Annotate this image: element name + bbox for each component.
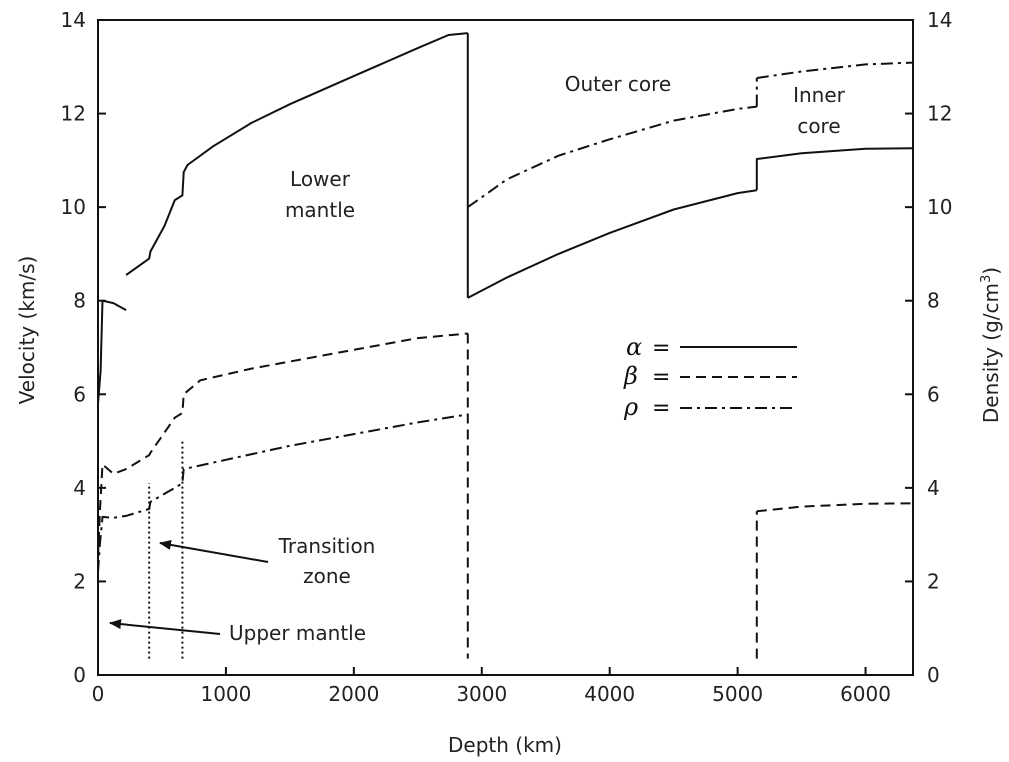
y-tick-label-right: 14 — [927, 8, 952, 32]
label-lower-mantle-line2: mantle — [285, 198, 355, 222]
legend-symbol-beta: β — [623, 362, 638, 390]
y-tick-label-left: 4 — [73, 476, 86, 500]
y-tick-label-right: 8 — [927, 289, 940, 313]
y-axis-title-right-main: Density (g/cm — [979, 283, 1003, 423]
y-tick-label-right: 6 — [927, 382, 940, 406]
label-transition-zone-line2: zone — [303, 564, 351, 588]
y-axis-title-left: Velocity (km/s) — [15, 256, 39, 405]
series-alpha-line — [467, 189, 757, 299]
legend-symbol-alpha: α — [626, 333, 642, 361]
y-axis-title-right-sup: 3 — [979, 275, 994, 283]
x-tick-label: 5000 — [712, 682, 763, 706]
y-tick-label-left: 2 — [73, 569, 86, 593]
legend-symbol-rho: ρ — [623, 393, 638, 421]
label-transition-zone-line1: Transition — [278, 534, 376, 558]
y-tick-label-right: 12 — [927, 102, 952, 126]
x-tick-label: 2000 — [328, 682, 379, 706]
legend: α = β = ρ = — [623, 333, 797, 421]
y-tick-label-right: 10 — [927, 195, 952, 219]
series-beta-line — [756, 502, 914, 513]
upper-mantle-arrow — [109, 619, 221, 635]
y-axis-title-right: Density (g/cm3) — [979, 267, 1003, 423]
label-outer-core: Outer core — [565, 72, 671, 96]
y-tick-label-left: 12 — [61, 102, 86, 126]
series-alpha-line — [97, 299, 127, 404]
legend-equals-alpha: = — [652, 336, 670, 361]
y-tick-label-right: 4 — [927, 476, 940, 500]
x-tick-label: 6000 — [840, 682, 891, 706]
x-tick-label: 0 — [92, 682, 105, 706]
series-rho-line — [467, 105, 757, 208]
series-layer — [97, 32, 914, 659]
legend-equals-beta: = — [652, 365, 670, 390]
y-tick-label-left: 10 — [61, 195, 86, 219]
y-tick-label-right: 0 — [927, 663, 940, 687]
x-tick-label: 1000 — [200, 682, 251, 706]
x-tick-label: 3000 — [456, 682, 507, 706]
label-inner-core-line1: Inner — [793, 83, 846, 107]
legend-equals-rho: = — [652, 396, 670, 421]
series-rho-line — [97, 413, 468, 573]
series-alpha-line — [125, 32, 468, 276]
label-inner-core-line2: core — [797, 114, 840, 138]
series-beta-line — [97, 332, 468, 559]
x-tick-label: 4000 — [584, 682, 635, 706]
transition-marker-layer — [148, 441, 184, 659]
y-tick-label-left: 6 — [73, 382, 86, 406]
y-tick-label-left: 8 — [73, 289, 86, 313]
label-upper-mantle: Upper mantle — [229, 621, 366, 645]
series-alpha-line — [755, 147, 914, 191]
series-rho-line — [756, 61, 914, 79]
y-tick-label-left: 14 — [61, 8, 86, 32]
y-axis-title-right-close: ) — [979, 267, 1003, 275]
x-axis-title: Depth (km) — [448, 733, 562, 757]
y-tick-label-left: 0 — [73, 663, 86, 687]
transition-zone-arrow — [159, 539, 269, 563]
label-lower-mantle-line1: Lower — [290, 167, 351, 191]
plot-frame — [97, 19, 914, 676]
y-tick-label-right: 2 — [927, 569, 940, 593]
